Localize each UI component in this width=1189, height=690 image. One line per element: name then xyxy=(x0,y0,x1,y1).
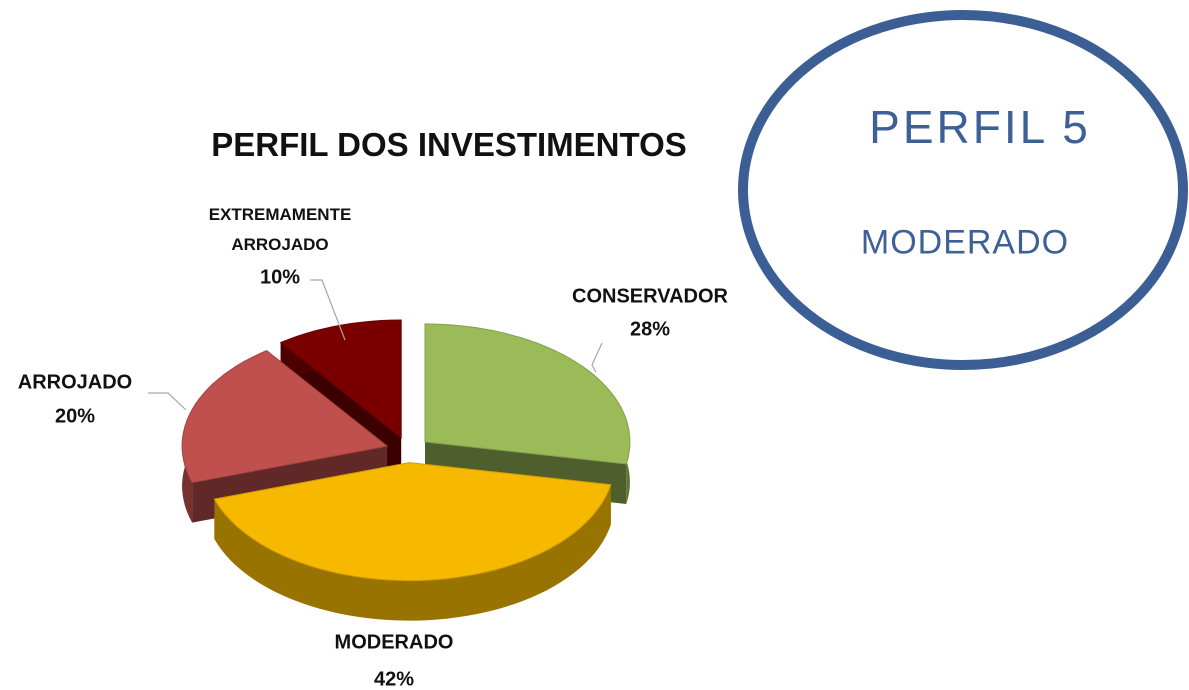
slice-top xyxy=(181,350,389,484)
slice-top xyxy=(279,319,402,440)
category-label: CONSERVADOR xyxy=(572,285,728,308)
leader-line xyxy=(310,279,346,341)
slice-top xyxy=(213,462,612,582)
badge-ellipse xyxy=(738,10,1188,370)
category-label: MODERADO xyxy=(334,631,454,654)
leader-line xyxy=(591,342,603,373)
pie-slice xyxy=(213,462,612,621)
value-label: 42% xyxy=(373,668,415,690)
leader-line xyxy=(148,392,187,411)
value-label: 28% xyxy=(629,318,671,341)
category-label: ARROJADO xyxy=(17,371,133,394)
slice-top xyxy=(424,323,631,465)
value-label: 10% xyxy=(259,266,301,289)
badge-title: PERFIL 5 xyxy=(869,101,1091,153)
pie-slice xyxy=(181,350,389,523)
value-label: 20% xyxy=(54,405,96,428)
badge-subtitle: MODERADO xyxy=(860,223,1070,262)
chart-title: PERFIL DOS INVESTIMENTOS xyxy=(211,126,687,163)
category-label: EXTREMAMENTE ARROJADO xyxy=(208,205,352,254)
slice-side xyxy=(214,484,611,621)
